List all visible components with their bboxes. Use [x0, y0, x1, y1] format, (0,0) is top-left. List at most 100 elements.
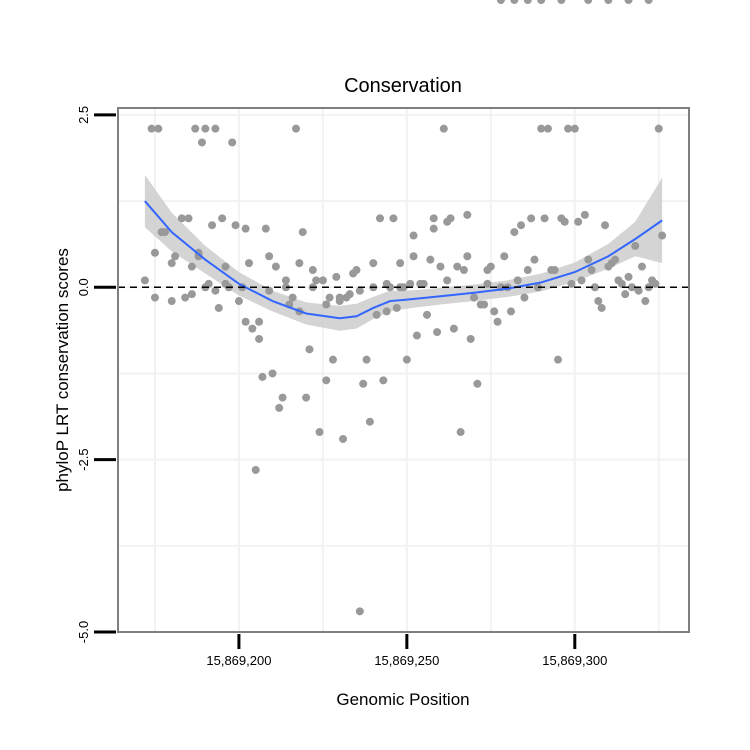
data-point	[181, 293, 190, 302]
data-point	[218, 214, 227, 223]
data-point	[530, 255, 539, 264]
data-point	[463, 252, 472, 261]
y-tick-label: 0.0	[76, 278, 91, 296]
data-point	[429, 214, 438, 223]
data-point	[611, 255, 620, 264]
data-point	[248, 324, 257, 333]
data-point	[197, 138, 206, 147]
y-tick-label: 2.5	[76, 106, 91, 124]
data-point	[355, 607, 364, 616]
data-point	[520, 293, 529, 302]
data-point	[624, 0, 633, 4]
data-point	[627, 283, 636, 292]
data-point	[574, 217, 583, 226]
data-point	[483, 266, 492, 275]
data-point	[584, 255, 593, 264]
data-point	[386, 283, 395, 292]
data-point	[567, 279, 576, 288]
data-point	[167, 297, 176, 306]
data-point	[617, 279, 626, 288]
data-point	[298, 228, 307, 237]
data-point	[261, 224, 270, 233]
data-point	[231, 221, 240, 230]
data-point	[533, 283, 542, 292]
data-point	[540, 214, 549, 223]
data-point	[537, 0, 546, 4]
data-point	[631, 241, 640, 250]
data-point	[322, 376, 331, 385]
data-point	[150, 248, 159, 257]
data-point	[412, 331, 421, 340]
data-point	[201, 124, 210, 133]
data-point	[423, 310, 432, 319]
data-point	[332, 272, 341, 281]
data-point	[335, 297, 344, 306]
data-point	[658, 231, 667, 240]
data-point	[278, 393, 287, 402]
data-point	[644, 0, 653, 4]
data-point	[140, 276, 149, 285]
data-point	[369, 259, 378, 268]
data-point	[355, 286, 364, 295]
data-point	[446, 214, 455, 223]
confidence-band	[144, 174, 663, 331]
data-point	[167, 259, 176, 268]
data-point	[510, 0, 519, 4]
data-point	[362, 355, 371, 364]
data-point	[604, 0, 613, 4]
data-point	[554, 355, 563, 364]
data-point	[463, 210, 472, 219]
data-point	[557, 0, 566, 4]
data-point	[251, 465, 260, 474]
data-point	[570, 124, 579, 133]
data-point	[453, 262, 462, 271]
data-point	[191, 124, 200, 133]
data-point	[439, 124, 448, 133]
data-point	[433, 328, 442, 337]
data-point	[634, 286, 643, 295]
data-point	[288, 293, 297, 302]
data-point	[654, 124, 663, 133]
data-point	[292, 124, 301, 133]
data-point	[184, 214, 193, 223]
data-point	[302, 393, 311, 402]
data-point	[328, 355, 337, 364]
data-point	[523, 0, 532, 4]
data-point	[506, 307, 515, 316]
data-point	[244, 259, 253, 268]
data-point	[409, 231, 418, 240]
data-point	[382, 307, 391, 316]
data-point	[171, 252, 180, 261]
data-point	[651, 279, 660, 288]
data-point	[483, 279, 492, 288]
data-point	[641, 297, 650, 306]
data-point	[389, 214, 398, 223]
data-point	[419, 279, 428, 288]
plot-area: 2.5 0.0 -2.5 -5.0 15,869,200 15,869,250 15,869…	[76, 0, 690, 668]
data-point	[587, 266, 596, 275]
x-axis-label: Genomic Position	[336, 690, 469, 709]
panel-border	[117, 107, 690, 633]
data-point	[375, 214, 384, 223]
data-point	[402, 355, 411, 364]
x-tick-label: 15,869,200	[206, 653, 271, 668]
data-point	[527, 214, 536, 223]
data-point	[513, 276, 522, 285]
data-point	[459, 266, 468, 275]
data-point	[456, 428, 465, 437]
data-point	[429, 224, 438, 233]
data-point	[550, 266, 559, 275]
data-point	[345, 290, 354, 299]
data-point	[564, 124, 573, 133]
data-point	[241, 317, 250, 326]
data-point	[436, 262, 445, 271]
data-point	[187, 262, 196, 271]
data-point	[590, 283, 599, 292]
data-point	[597, 303, 606, 312]
data-point	[255, 317, 264, 326]
data-point	[443, 276, 452, 285]
data-point	[308, 266, 317, 275]
data-point	[470, 293, 479, 302]
data-point	[365, 417, 374, 426]
